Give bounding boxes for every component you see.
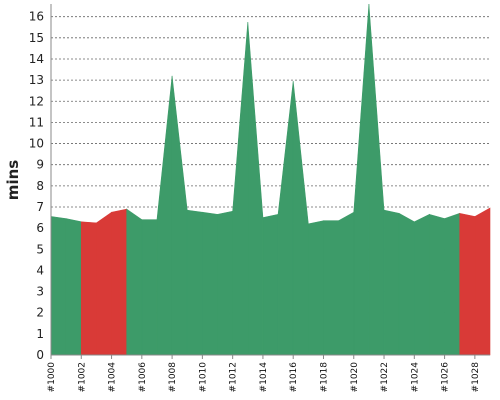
x-tick-label: #1024	[410, 362, 420, 393]
x-tick-label: #1004	[108, 362, 118, 393]
area-segment-1010	[202, 211, 218, 356]
x-tick-label: #1002	[77, 362, 87, 392]
area-series	[50, 3, 491, 356]
area-segment-1024	[414, 213, 430, 356]
y-tick-label: 3	[36, 285, 44, 299]
x-tick-label: #1022	[380, 362, 390, 392]
area-segment-1014	[262, 214, 279, 356]
y-tick-label: 5	[36, 242, 44, 256]
x-tick-label: #1010	[198, 362, 208, 393]
x-tick-label: #1012	[229, 362, 239, 392]
y-tick-label: 9	[36, 158, 44, 172]
area-segment-1020	[353, 3, 370, 356]
y-tick-label: 7	[36, 200, 44, 214]
y-tick-label: 6	[36, 221, 44, 235]
y-tick-label: 12	[29, 94, 44, 108]
y-tick-label: 4	[36, 263, 44, 277]
area-segment-1007	[156, 75, 173, 356]
area-segment-1013	[247, 21, 264, 356]
area-segment-1027	[459, 212, 476, 356]
y-tick-label: 0	[36, 348, 44, 362]
x-tick-labels: #1000 #1002 #1004 #1006 #1008 #1010 #1012 #1014…	[47, 355, 481, 392]
x-tick-label: #1028	[471, 362, 481, 393]
area-segment-1006	[141, 219, 158, 356]
y-tick-label: 16	[29, 10, 44, 24]
x-tick-label: #1008	[168, 362, 178, 393]
area-segment-1011	[217, 210, 233, 356]
x-tick-label: #1006	[138, 362, 148, 393]
x-tick-label: #1014	[259, 362, 269, 393]
area-segment-1008	[171, 75, 188, 356]
area-segment-1017	[308, 220, 324, 356]
area-segment-1002	[80, 221, 97, 356]
area-segment-1022	[383, 209, 400, 356]
x-tick-label: #1020	[350, 362, 360, 393]
area-segment-1026	[444, 212, 461, 356]
area-segment-1005	[126, 208, 143, 356]
axes	[50, 4, 490, 356]
y-tick-label: 15	[29, 31, 44, 45]
area-segment-1021	[368, 3, 385, 356]
area-segment-1000	[50, 216, 67, 356]
area-segment-1004	[111, 208, 127, 356]
x-tick-label: #1000	[47, 362, 57, 393]
area-segment-1012	[232, 21, 249, 356]
area-segment-1018	[323, 220, 339, 356]
area-segment-1028	[474, 207, 491, 356]
y-tick-label: 14	[29, 52, 44, 66]
x-tick-label: #1016	[289, 362, 299, 393]
area-segment-1023	[398, 212, 415, 356]
area-segment-1003	[96, 211, 112, 356]
y-tick-label: 2	[36, 306, 44, 320]
y-tick-label: 11	[29, 115, 44, 129]
area-segment-1009	[186, 209, 203, 356]
y-tick-label: 13	[29, 73, 44, 87]
area-segment-1019	[338, 211, 355, 356]
y-axis-label: mins	[4, 160, 22, 200]
area-segment-1001	[65, 218, 82, 356]
y-tick-label: 10	[29, 137, 44, 151]
x-tick-label: #1018	[319, 362, 329, 393]
y-tick-label: 8	[36, 179, 44, 193]
y-tick-label: 1	[36, 327, 44, 341]
x-tick-label: #1026	[441, 362, 451, 393]
area-segment-1025	[429, 213, 445, 356]
